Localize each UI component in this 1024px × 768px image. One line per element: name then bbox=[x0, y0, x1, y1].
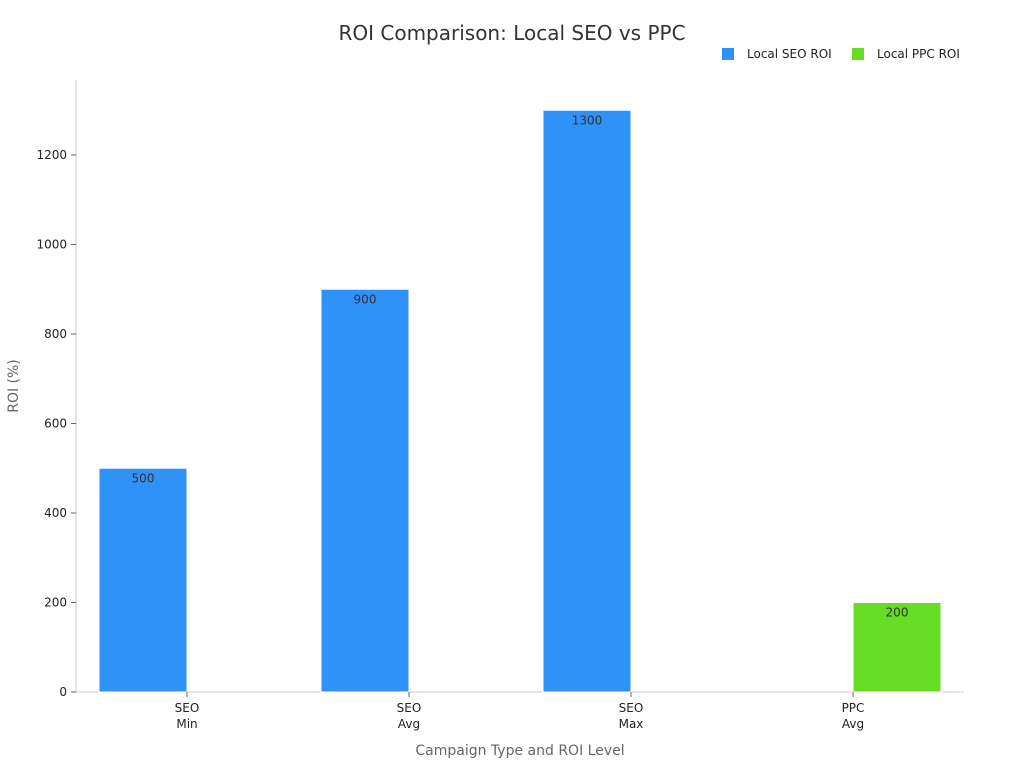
chart-title: ROI Comparison: Local SEO vs PPC bbox=[338, 21, 685, 45]
y-tick-label: 600 bbox=[44, 417, 67, 431]
x-tick-label: SEO Avg bbox=[397, 701, 422, 731]
y-tick-label: 200 bbox=[44, 596, 67, 610]
bar[interactable] bbox=[542, 109, 632, 693]
legend-item[interactable]: Local PPC ROI bbox=[852, 47, 960, 61]
bar-value-label: 500 bbox=[132, 471, 155, 485]
y-ticks: 0 200 400 600 800 1000 1200 bbox=[36, 148, 76, 699]
legend-item[interactable]: Local SEO ROI bbox=[722, 47, 832, 61]
legend-swatch bbox=[722, 48, 734, 60]
x-tick-label: SEO Max bbox=[619, 701, 644, 731]
legend-label: Local PPC ROI bbox=[877, 47, 960, 61]
x-tick-label: SEO Min bbox=[175, 701, 200, 731]
bar[interactable] bbox=[852, 602, 942, 693]
x-axis-title: Campaign Type and ROI Level bbox=[415, 743, 624, 759]
x-tick-label: PPC Avg bbox=[842, 701, 865, 731]
y-tick-label: 0 bbox=[59, 685, 67, 699]
legend: Local SEO ROI Local PPC ROI bbox=[722, 47, 960, 61]
x-ticks: SEO Min SEO Avg SEO Max PPC Avg bbox=[175, 692, 865, 731]
legend-swatch bbox=[852, 48, 864, 60]
bar-value-label: 200 bbox=[886, 606, 909, 620]
bar-value-label: 900 bbox=[354, 292, 377, 306]
y-axis-title: ROI (%) bbox=[6, 359, 22, 413]
y-tick-label: 1000 bbox=[36, 238, 67, 252]
bar[interactable] bbox=[320, 288, 410, 693]
y-tick-label: 800 bbox=[44, 327, 67, 341]
y-tick-label: 400 bbox=[44, 506, 67, 520]
bars: 500 900 1300 200 bbox=[98, 109, 942, 693]
bar-value-label: 1300 bbox=[572, 113, 603, 127]
bar[interactable] bbox=[98, 467, 188, 693]
y-tick-label: 1200 bbox=[36, 148, 67, 162]
legend-label: Local SEO ROI bbox=[747, 47, 832, 61]
